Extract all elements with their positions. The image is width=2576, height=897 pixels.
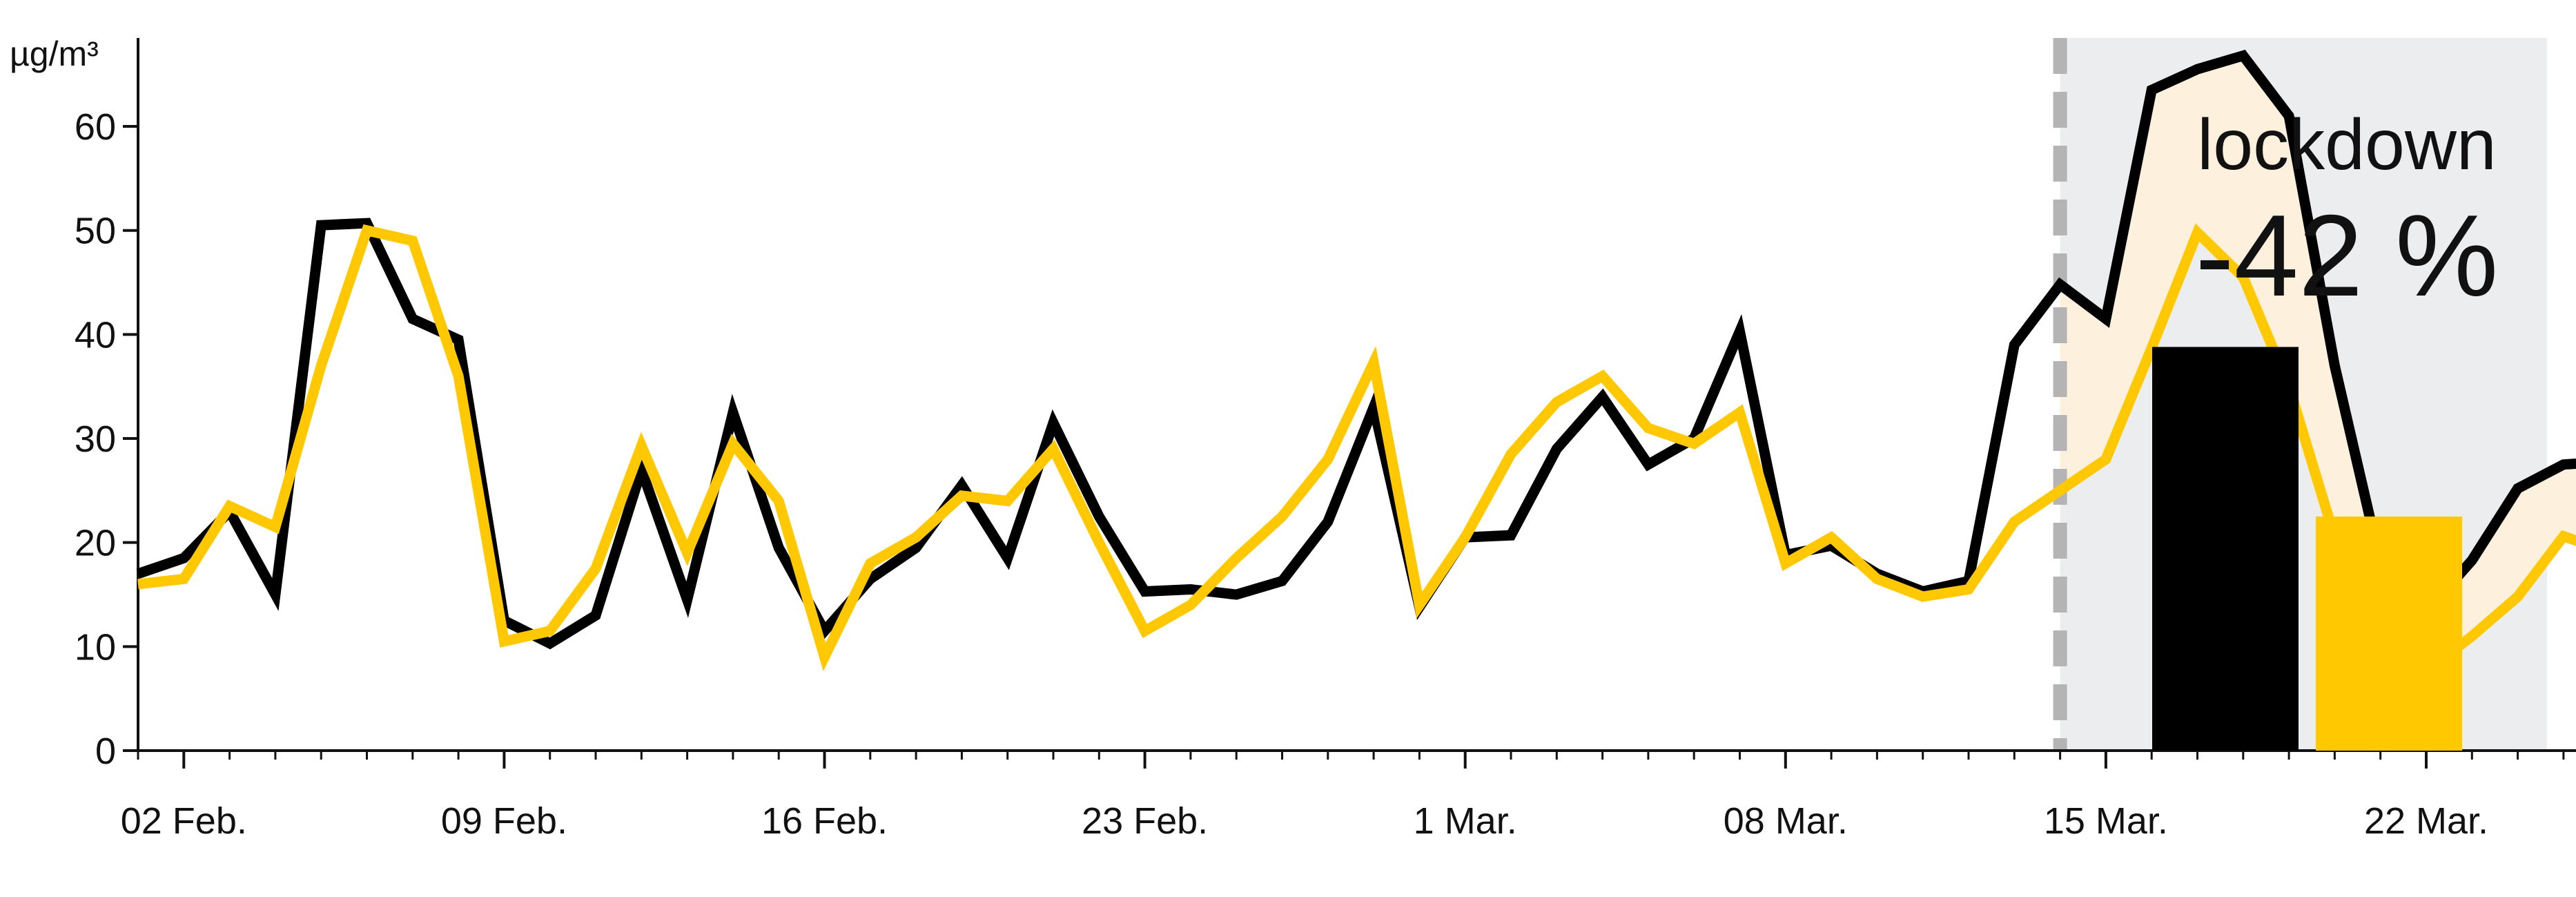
lockdown-bars	[2152, 347, 2462, 751]
series-group	[136, 49, 2576, 679]
y-tick-label: 10	[75, 626, 116, 668]
y-tick-label: 60	[75, 106, 116, 148]
x-tick-label: 08 Mar.	[1724, 800, 1848, 842]
y-unit-label: µg/m³	[10, 35, 99, 73]
x-tick-label: 23 Feb.	[1082, 800, 1208, 842]
lockdown-bar-1	[2152, 347, 2299, 751]
lockdown-change-label: -42 %	[2196, 191, 2499, 320]
x-tick-label: 15 Mar.	[2044, 800, 2168, 842]
lockdown-title: lockdown	[2197, 105, 2497, 185]
x-tick-label: 02 Feb.	[121, 800, 247, 842]
series-line-2	[137, 223, 2576, 679]
lockdown-bar-2	[2316, 517, 2462, 751]
y-tick-label: 50	[75, 211, 116, 252]
difference-area	[2060, 55, 2576, 672]
x-axis: 02 Feb. 09 Feb. 16 Feb. 23 Feb. 1 Mar. 08 Mar…	[121, 749, 2576, 842]
y-tick-label: 0	[95, 731, 116, 772]
series-line-1	[136, 49, 2576, 650]
y-tick-label: 20	[75, 523, 116, 564]
x-tick-label: 1 Mar.	[1414, 800, 1517, 842]
y-tick-label: 40	[75, 314, 116, 356]
x-tick-label: 16 Feb.	[761, 800, 888, 842]
y-axis: 0 10 20 30 40 50 60	[75, 38, 139, 772]
x-tick-label: 22 Mar.	[2364, 800, 2488, 842]
x-tick-label: 09 Feb.	[441, 800, 567, 842]
y-tick-label: 30	[75, 418, 116, 460]
